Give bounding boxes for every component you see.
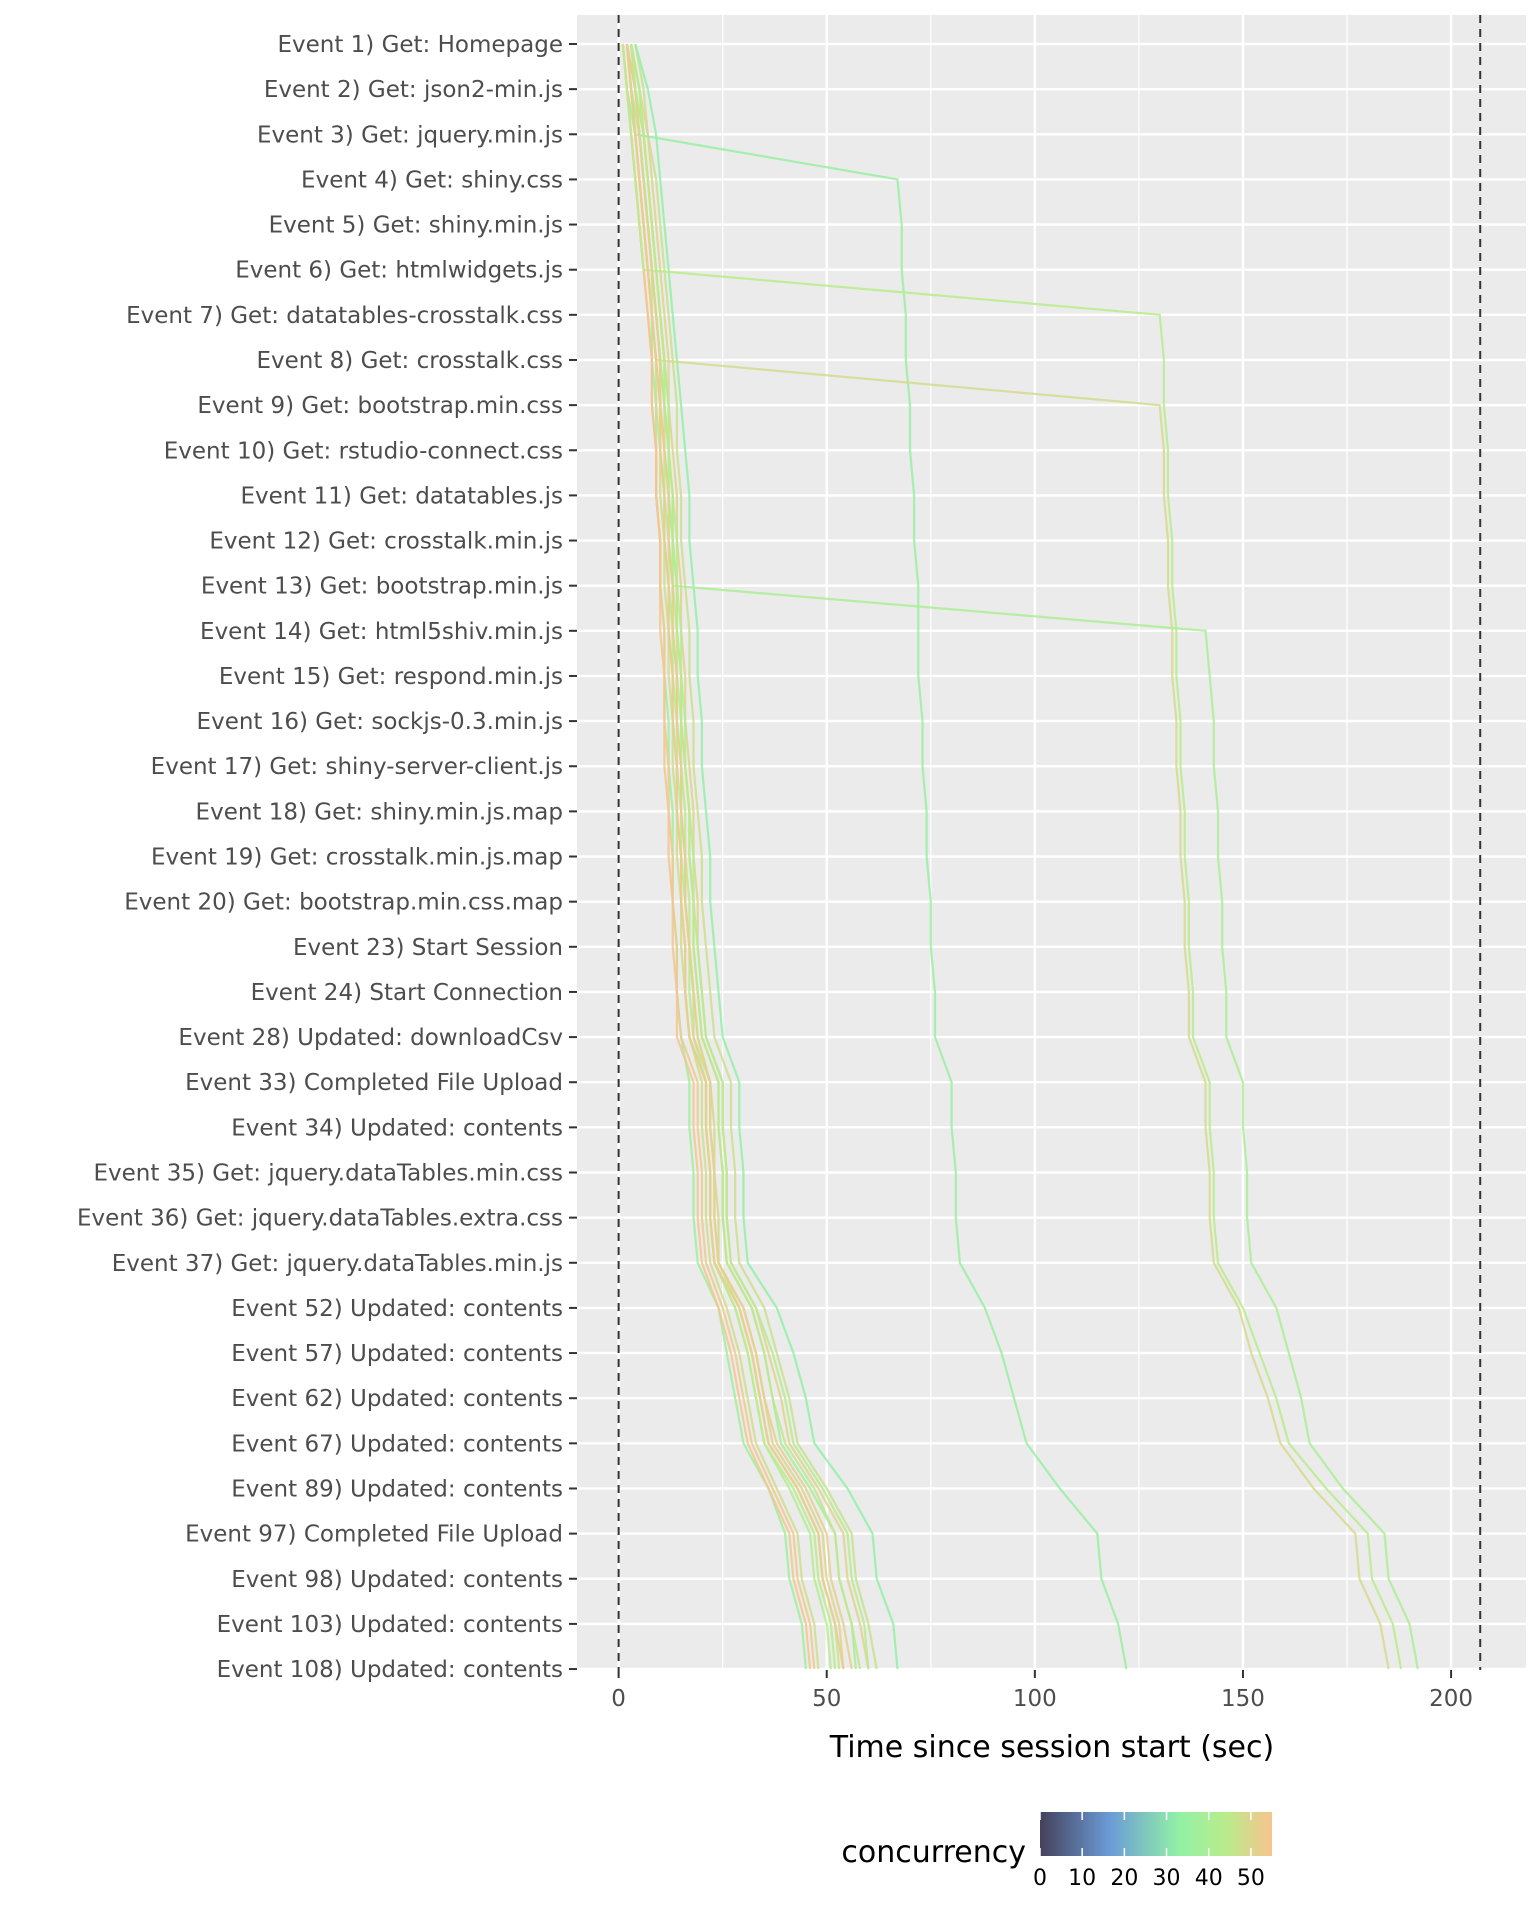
y-tick-label: Event 6) Get: htmlwidgets.js (235, 258, 563, 284)
session-line (634, 43, 878, 1670)
session-line (625, 43, 845, 1670)
y-tick-label: Event 17) Get: shiny-server-client.js (151, 754, 563, 780)
y-axis: Event 1) Get: Homepage Event 2) Get: json… (77, 32, 577, 1683)
x-tick-label: 50 (812, 1686, 841, 1712)
session-line (630, 43, 862, 1670)
y-tick-label: Event 8) Get: crosstalk.css (256, 348, 563, 374)
y-tick-label: Event 5) Get: shiny.min.js (269, 213, 563, 239)
y-tick-label: Event 34) Updated: contents (231, 1115, 563, 1141)
session-line (625, 43, 1128, 1670)
y-tick-label: Event 4) Get: shiny.css (301, 167, 563, 193)
y-tick-label: Event 11) Get: datatables.js (240, 483, 563, 509)
legend-tick-label: 30 (1153, 1866, 1181, 1891)
grid-major (577, 15, 1526, 1671)
y-tick-label: Event 62) Updated: contents (231, 1386, 563, 1412)
legend-colorbar (1040, 1812, 1272, 1856)
reference-lines (617, 15, 1482, 1670)
y-tick-label: Event 19) Get: crosstalk.min.js.map (151, 845, 563, 871)
y-tick-label: Event 97) Completed File Upload (185, 1522, 563, 1548)
x-tick-label: 200 (1429, 1686, 1473, 1712)
x-tick-label: 100 (1013, 1686, 1057, 1712)
y-tick-label: Event 33) Completed File Upload (185, 1070, 563, 1096)
legend-tick-label: 40 (1195, 1866, 1223, 1891)
x-axis: 0 50 100 150 200 (611, 1670, 1473, 1712)
legend-tick-label: 20 (1110, 1866, 1138, 1891)
y-tick-label: Event 13) Get: bootstrap.min.js (201, 574, 563, 600)
y-tick-label: Event 89) Updated: contents (231, 1476, 563, 1502)
y-tick-label: Event 1) Get: Homepage (277, 32, 563, 58)
y-tick-label: Event 2) Get: json2-min.js (264, 77, 563, 103)
y-tick-label: Event 67) Updated: contents (231, 1431, 563, 1457)
y-tick-label: Event 98) Updated: contents (231, 1567, 563, 1593)
x-tick-label: 0 (611, 1686, 626, 1712)
session-line (621, 43, 812, 1670)
session-line (621, 43, 1403, 1670)
y-tick-label: Event 35) Get: jquery.dataTables.min.css (94, 1161, 564, 1187)
y-tick-label: Event 10) Get: rstudio-connect.css (164, 438, 563, 464)
y-tick-label: Event 23) Start Session (293, 935, 563, 961)
y-tick-label: Event 7) Get: datatables-crosstalk.css (126, 303, 563, 329)
y-tick-label: Event 37) Get: jquery.dataTables.min.js (112, 1251, 563, 1277)
y-tick-label: Event 57) Updated: contents (231, 1341, 563, 1367)
legend-tick-label: 10 (1068, 1866, 1096, 1891)
series-layer (621, 43, 1419, 1670)
session-line (625, 43, 853, 1670)
y-tick-label: Event 9) Get: bootstrap.min.css (197, 393, 563, 419)
x-tick-label: 150 (1221, 1686, 1265, 1712)
y-tick-label: Event 18) Get: shiny.min.js.map (196, 799, 563, 825)
y-tick-label: Event 52) Updated: contents (231, 1296, 563, 1322)
y-tick-label: Event 108) Updated: contents (217, 1657, 563, 1683)
x-axis-title: Time since session start (sec) (829, 1730, 1274, 1765)
y-tick-label: Event 12) Get: crosstalk.min.js (209, 529, 563, 555)
y-tick-label: Event 16) Get: sockjs-0.3.min.js (197, 709, 563, 735)
grid-minor (722, 15, 1348, 1670)
y-tick-label: Event 14) Get: html5shiv.min.js (200, 619, 563, 645)
session-line (634, 43, 899, 1670)
plot-panel (577, 15, 1526, 1670)
legend-tick-label: 0 (1033, 1866, 1047, 1891)
y-tick-label: Event 24) Start Connection (251, 980, 563, 1006)
legend: concurrency 0 10 20 30 40 50 (841, 1812, 1272, 1891)
legend-title: concurrency (841, 1835, 1026, 1870)
legend-tick-label: 50 (1237, 1866, 1265, 1891)
y-tick-label: Event 36) Get: jquery.dataTables.extra.c… (77, 1206, 563, 1232)
y-tick-label: Event 3) Get: jquery.min.js (257, 122, 563, 148)
y-tick-label: Event 28) Updated: downloadCsv (178, 1025, 563, 1051)
y-tick-label: Event 15) Get: respond.min.js (219, 664, 563, 690)
legend-ticks: 0 10 20 30 40 50 (1033, 1812, 1265, 1891)
y-tick-label: Event 103) Updated: contents (217, 1612, 563, 1638)
y-tick-label: Event 20) Get: bootstrap.min.css.map (124, 890, 563, 916)
